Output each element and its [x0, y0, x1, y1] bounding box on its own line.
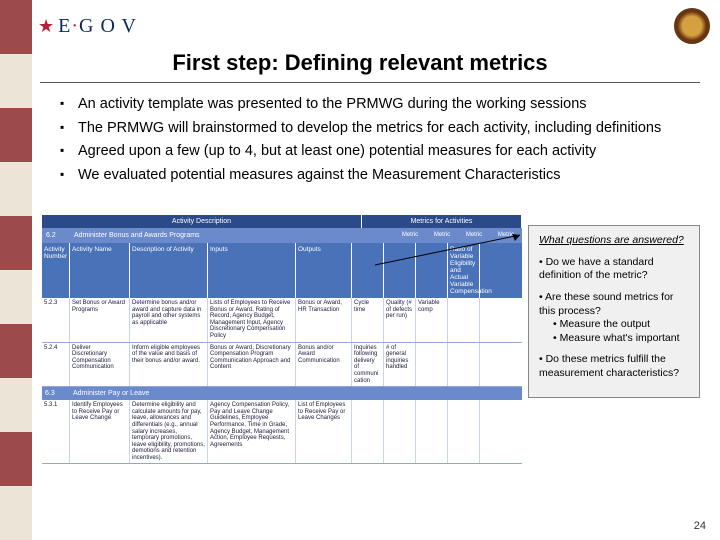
- col-m4: Ratio of Variable Eligibility and Actual…: [448, 243, 480, 298]
- cell-m1: Cycle time: [352, 298, 384, 342]
- slide-header: ★ E·G O V: [38, 8, 710, 44]
- th-metrics: Metrics for Activities: [362, 215, 522, 228]
- egov-text: E·G O V: [58, 15, 137, 38]
- th-metric: Metric: [394, 228, 426, 243]
- cell-m2: # of general inquiries handled: [384, 343, 416, 387]
- sidebar-heading: What questions are answered?: [539, 234, 689, 248]
- th-activity-desc: Activity Description: [42, 215, 362, 228]
- section-title: Administer Bonus and Awards Programs: [70, 228, 394, 243]
- col-desc: Description of Activity: [130, 243, 208, 298]
- bullet-item: We evaluated potential measures against …: [60, 166, 695, 186]
- th-metric: Metric: [490, 228, 522, 243]
- sidebar-item: • Do these metrics fulfill the measureme…: [539, 353, 689, 380]
- col-name: Activity Name: [70, 243, 130, 298]
- cell-m4: [448, 298, 480, 342]
- cell-m1: Inquiries following delivery of communic…: [352, 343, 384, 387]
- table-row: 5.2.4 Deliver Discretionary Compensation…: [42, 343, 522, 388]
- cell-inputs: Bonus or Award, Discretionary Compensati…: [208, 343, 296, 387]
- cell-m3: [416, 343, 448, 387]
- title-rule: [40, 82, 700, 83]
- sidebar-text: • Are these sound metrics for this proce…: [539, 291, 689, 318]
- th-metric: Metric: [458, 228, 490, 243]
- cell-m4: [448, 343, 480, 387]
- section-row: 6.3 Administer Pay or Leave: [42, 387, 522, 400]
- bullet-item: An activity template was presented to th…: [60, 95, 695, 115]
- cell-desc: Determine eligibility and calculate amou…: [130, 400, 208, 463]
- col-outputs: Outputs: [296, 243, 352, 298]
- logo-gov: G O V: [79, 15, 137, 37]
- section-num: 6.2: [42, 228, 70, 243]
- table-header: Activity Description Metrics for Activit…: [42, 215, 522, 228]
- cell-outputs: Bonus and/or Award Communication: [296, 343, 352, 387]
- cell-num: 5.2.4: [42, 343, 70, 387]
- sidebar-sub: • Measure the output: [553, 318, 689, 332]
- sidebar-sub: • Measure what's important: [553, 332, 689, 346]
- cell-outputs: Bonus or Award, HR Transaction: [296, 298, 352, 342]
- table-row: 5.2.3 Set Bonus or Award Programs Determ…: [42, 298, 522, 343]
- cell-name: Deliver Discretionary Compensation Commu…: [70, 343, 130, 387]
- table-row: 5.3.1 Identify Employees to Receive Pay …: [42, 400, 522, 464]
- sidebar-item: • Are these sound metrics for this proce…: [539, 291, 689, 346]
- cell-desc: Determine bonus and/or award and capture…: [130, 298, 208, 342]
- cell-num: 5.2.3: [42, 298, 70, 342]
- logo-e: E: [58, 15, 71, 37]
- activity-table: Activity Description Metrics for Activit…: [42, 215, 522, 464]
- section-num: 6.3: [42, 387, 70, 400]
- flag-background: [0, 0, 32, 540]
- th-metric: Metric: [426, 228, 458, 243]
- sidebar-item: • Do we have a standard definition of th…: [539, 256, 689, 283]
- agency-seal-icon: [674, 8, 710, 44]
- questions-sidebar: What questions are answered? • Do we hav…: [528, 225, 700, 398]
- cell-num: 5.3.1: [42, 400, 70, 463]
- cell-inputs: Agency Compensation Policy, Pay and Leav…: [208, 400, 296, 463]
- star-icon: ★: [38, 16, 54, 37]
- egov-logo: ★ E·G O V: [38, 15, 137, 38]
- page-number: 24: [694, 520, 706, 532]
- cell-name: Set Bonus or Award Programs: [70, 298, 130, 342]
- bullet-list: An activity template was presented to th…: [60, 95, 695, 189]
- cell-name: Identify Employees to Receive Pay or Lea…: [70, 400, 130, 463]
- bullet-item: Agreed upon a few (up to 4, but at least…: [60, 142, 695, 162]
- col-num: Activity Number: [42, 243, 70, 298]
- bullet-item: The PRMWG will brainstormed to develop t…: [60, 119, 695, 139]
- logo-dot: ·: [71, 15, 79, 37]
- section-title: Administer Pay or Leave: [70, 387, 522, 400]
- cell-m3: Variable comp: [416, 298, 448, 342]
- cell-outputs: List of Employees to Receive Pay or Leav…: [296, 400, 352, 463]
- slide-title: First step: Defining relevant metrics: [0, 50, 720, 76]
- cell-m2: Quality (# of defects per run): [384, 298, 416, 342]
- cell-desc: Inform eligible employees of the value a…: [130, 343, 208, 387]
- cell-inputs: Lists of Employees to Receive Bonus or A…: [208, 298, 296, 342]
- section-row: 6.2 Administer Bonus and Awards Programs…: [42, 228, 522, 243]
- column-headers: Activity Number Activity Name Descriptio…: [42, 243, 522, 298]
- col-inputs: Inputs: [208, 243, 296, 298]
